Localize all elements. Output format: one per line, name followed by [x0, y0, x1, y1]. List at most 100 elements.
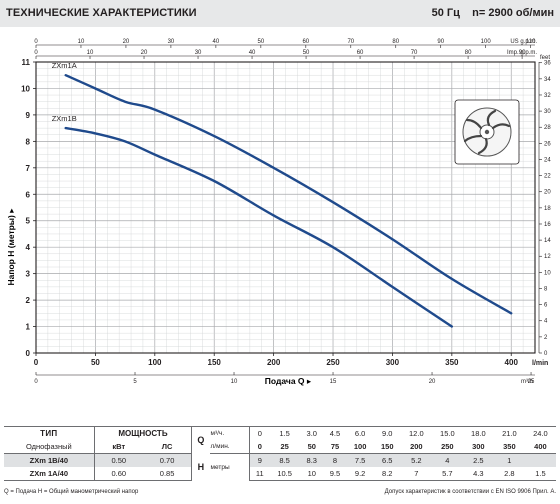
y-tick-label: 0 [26, 349, 31, 358]
y-tick-label: 6 [26, 190, 31, 199]
head-cell: 1.5 [524, 467, 556, 481]
feet-tick-label: 18 [544, 206, 551, 212]
y-tick-label: 1 [26, 323, 31, 332]
m3h-tick-label: 5 [133, 379, 137, 385]
imp-gpm-tick-label: 70 [411, 50, 418, 56]
y-tick-label: 5 [26, 217, 31, 226]
page-title: ТЕХНИЧЕСКИЕ ХАРАКТЕРИСТИКИ [6, 7, 197, 19]
m3h-tick-label: 15 [330, 379, 337, 385]
x-tick-label: 200 [267, 358, 281, 367]
us-gpm-tick-label: 110 [526, 39, 536, 45]
q-unit-lmin: л/мин. [209, 440, 251, 454]
flow-lmin-cell: 400 [524, 440, 556, 454]
frequency-label: 50 Гц [431, 7, 460, 19]
impeller-icon [454, 99, 520, 165]
imp-gpm-unit: Imp. g.p.m. [507, 50, 537, 56]
power-kw-cell: 0.60 [94, 467, 143, 481]
flow-lmin-cell: 300 [462, 440, 494, 454]
x-unit-label: l/min [532, 360, 548, 367]
feet-tick-label: 30 [544, 109, 551, 115]
flow-lmin-cell: 100 [346, 440, 374, 454]
feet-tick-label: 16 [544, 222, 551, 228]
y-axis-label: Напор H (метры) ▸ [6, 208, 16, 286]
table-row: ZXm 1B/40 0.50 0.70 H метры 9 8.5 8.3 8 … [4, 453, 556, 481]
x-tick-label: 250 [326, 358, 340, 367]
x-tick-label: 400 [505, 358, 519, 367]
series-label-zxm1a: ZXm1A [52, 61, 77, 70]
flow-lmin-cell: 350 [493, 440, 525, 454]
imp-gpm-tick-label: 90 [519, 50, 526, 56]
y-tick-label: 4 [26, 243, 31, 252]
us-gpm-tick-label: 60 [302, 39, 309, 45]
head-cell: 4.3 [462, 467, 494, 481]
flow-m3h-cell: 4.5 [323, 426, 347, 440]
model-name: ZXm 1B/40 [4, 453, 95, 467]
q-symbol: Q [191, 426, 210, 454]
flow-lmin-cell: 75 [323, 440, 347, 454]
flow-m3h-cell: 18.0 [462, 426, 494, 440]
performance-table: ТИП МОЩНОСТЬ Q м³/ч. 0 1.5 3.0 4.5 6.0 9… [4, 426, 556, 481]
feet-tick-label: 36 [544, 61, 551, 67]
feet-tick-label: 6 [544, 303, 548, 309]
q-unit-m3h: м³/ч. [209, 426, 251, 440]
footer-standard: Допуск характеристик в соответствии с EN… [384, 489, 556, 495]
imp-gpm-tick-label: 20 [141, 50, 148, 56]
y-tick-label: 2 [26, 296, 31, 305]
y-tick-label: 9 [26, 111, 31, 120]
series-label-zxm1b: ZXm1B [52, 114, 77, 123]
x-tick-label: 0 [34, 358, 39, 367]
power-header: МОЩНОСТЬ [94, 426, 193, 440]
feet-tick-label: 20 [544, 190, 551, 196]
x-tick-label: 150 [208, 358, 222, 367]
x-tick-label: 300 [386, 358, 400, 367]
us-gpm-tick-label: 10 [78, 39, 85, 45]
flow-m3h-cell: 21.0 [493, 426, 525, 440]
phase-label: Однофазный [4, 440, 95, 454]
m3h-tick-label: 25 [528, 379, 535, 385]
flow-lmin-cell: 25 [269, 440, 301, 454]
flow-m3h-cell: 15.0 [431, 426, 463, 440]
head-cell: 5.7 [431, 467, 463, 481]
power-hp-cell: 0.85 [142, 467, 193, 481]
imp-gpm-tick-label: 50 [303, 50, 310, 56]
us-gpm-tick-label: 40 [213, 39, 220, 45]
feet-tick-label: 12 [544, 254, 551, 260]
series-line-zxm1a [64, 74, 513, 315]
grid [35, 61, 536, 354]
power-hp-cell: 0.70 [142, 453, 193, 467]
y-tick-label: 3 [26, 270, 31, 279]
flow-lmin-cell: 0 [249, 440, 270, 454]
head-cell: 8.5 [269, 453, 301, 467]
us-gpm-tick-label: 20 [123, 39, 130, 45]
head-cell: 8.3 [300, 453, 324, 467]
flow-lmin-cell: 150 [373, 440, 401, 454]
us-gpm-tick-label: 70 [347, 39, 354, 45]
x-tick-label: 100 [148, 358, 162, 367]
flow-lmin-cell: 50 [300, 440, 324, 454]
y-tick-label: 10 [21, 84, 30, 93]
m3h-tick-label: 20 [429, 379, 436, 385]
us-gpm-tick-label: 80 [392, 39, 399, 45]
feet-tick-label: 4 [544, 319, 548, 325]
head-cell: 4 [431, 453, 463, 467]
h-symbol: H [191, 453, 210, 481]
feet-tick-label: 26 [544, 141, 551, 147]
us-gpm-unit: US g.p.m. [510, 39, 537, 45]
power-unit-kw: кВт [94, 440, 143, 454]
flow-m3h-cell: 9.0 [373, 426, 401, 440]
flow-lmin-cell: 200 [400, 440, 432, 454]
m3h-tick-label: 10 [231, 379, 238, 385]
type-header: ТИП [4, 426, 95, 440]
flow-lmin-cell: 250 [431, 440, 463, 454]
head-cell: 9 [249, 453, 270, 467]
head-cell: 5.2 [400, 453, 432, 467]
feet-tick-label: 0 [544, 351, 548, 357]
head-cell: 7.5 [346, 453, 374, 467]
feet-tick-label: 22 [544, 174, 551, 180]
m3h-tick-label: 0 [34, 379, 38, 385]
m3h-unit: m³/h [521, 379, 533, 385]
plot-frame [35, 61, 536, 354]
table-row: ZXm 1A/40 0.60 0.85 11 10.5 10 9.5 9.2 8… [4, 467, 556, 481]
flow-m3h-cell: 12.0 [400, 426, 432, 440]
head-cell: 6.5 [373, 453, 401, 467]
